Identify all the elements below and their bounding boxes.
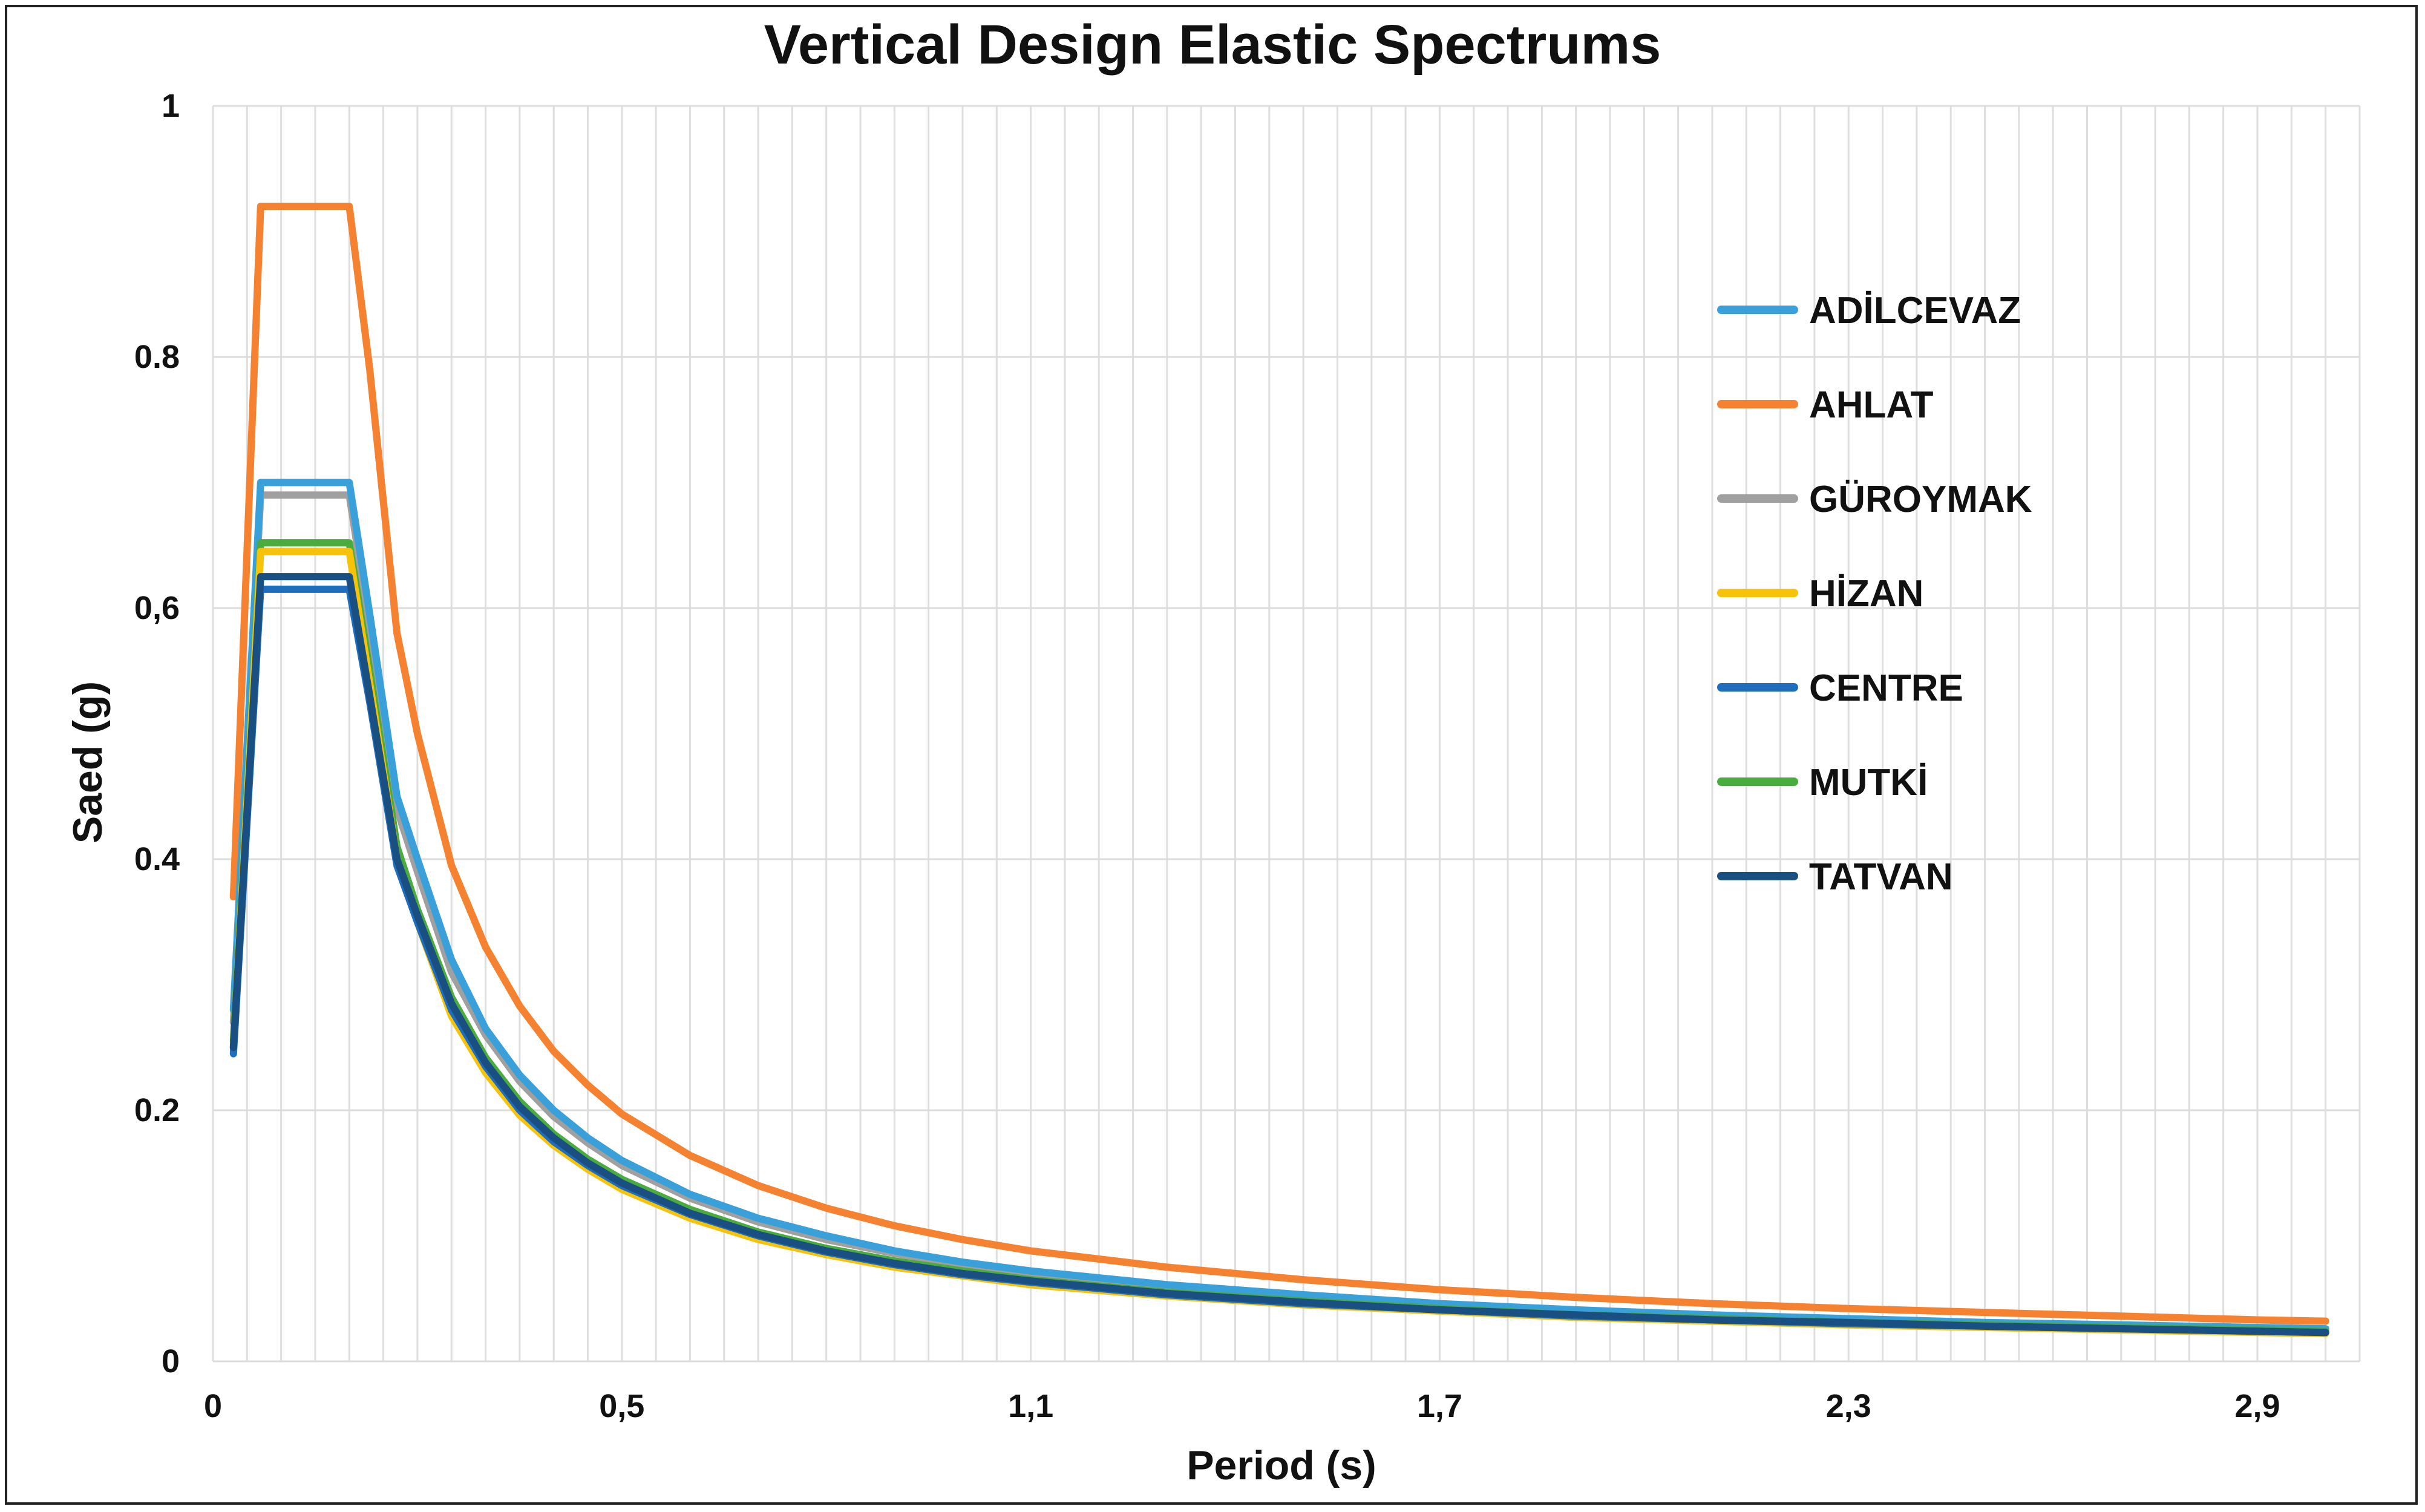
series-line-güroymak	[229, 491, 2329, 1334]
series-line-centre	[229, 585, 2329, 1337]
grid	[212, 105, 2361, 1363]
legend-item: HİZAN	[1717, 573, 1923, 615]
legend: ADİLCEVAZ AHLAT GÜROYMAK HİZAN CENTRE MUTKİ TA…	[1717, 290, 2032, 898]
legend-label: AHLAT	[1809, 384, 1934, 426]
chart-frame	[5, 5, 2418, 1505]
x-tick-label: 2,3	[1826, 1388, 1871, 1424]
legend-item: MUTKİ	[1717, 762, 1928, 803]
series-line-ahlat	[229, 203, 2329, 1325]
x-axis-title: Period (s)	[1186, 1442, 1376, 1488]
y-tick-label: 0.8	[134, 339, 180, 375]
chart-title: Vertical Design Elastic Spectrums	[764, 14, 1661, 76]
legend-label: MUTKİ	[1809, 762, 1928, 803]
y-tick-label: 0,6	[134, 590, 180, 626]
legend-label: HİZAN	[1809, 573, 1923, 615]
legend-item: TATVAN	[1717, 856, 1953, 898]
x-tick-label: 0,5	[599, 1388, 644, 1424]
legend-label: GÜROYMAK	[1809, 479, 2032, 520]
y-axis-title: Saed (g)	[65, 681, 111, 843]
legend-item: CENTRE	[1717, 667, 1963, 709]
x-tick-label: 0	[204, 1388, 222, 1424]
y-tick-label: 1	[162, 88, 180, 124]
x-tick-label: 1,7	[1417, 1388, 1462, 1424]
y-tick-label: 0.2	[134, 1092, 180, 1128]
y-tick-label: 0.4	[134, 841, 180, 877]
legend-item: ADİLCEVAZ	[1717, 290, 2021, 332]
legend-item: AHLAT	[1717, 384, 1934, 426]
series-line-adi̇lcevaz	[229, 479, 2329, 1333]
series-line-mutki̇	[229, 539, 2329, 1335]
legend-item: GÜROYMAK	[1717, 479, 2032, 520]
y-tick-label: 0	[162, 1343, 180, 1379]
x-tick-label: 2,9	[2235, 1388, 2280, 1424]
legend-label: ADİLCEVAZ	[1809, 290, 2021, 332]
legend-label: CENTRE	[1809, 667, 1963, 709]
x-tick-label: 1,1	[1008, 1388, 1053, 1424]
series-line-hi̇zan	[229, 548, 2329, 1338]
series-line-tatvan	[229, 573, 2329, 1337]
series-lines	[229, 203, 2329, 1338]
tick-labels: 0 0.2 0.4 0,6 0.8 1 0 0,5 1,1 1,7 2,3 2,9	[134, 88, 2280, 1424]
legend-label: TATVAN	[1809, 856, 1953, 898]
